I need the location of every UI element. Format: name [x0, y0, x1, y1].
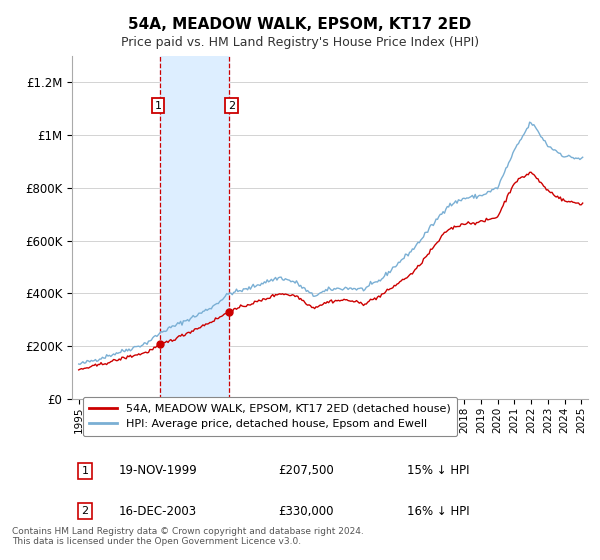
Legend: 54A, MEADOW WALK, EPSOM, KT17 2ED (detached house), HPI: Average price, detached: 54A, MEADOW WALK, EPSOM, KT17 2ED (detac… — [83, 397, 457, 436]
Bar — [160, 56, 229, 399]
Text: 1: 1 — [82, 466, 88, 476]
Text: 19-NOV-1999: 19-NOV-1999 — [118, 464, 197, 477]
Text: 16% ↓ HPI: 16% ↓ HPI — [407, 505, 470, 518]
Text: 2: 2 — [82, 506, 88, 516]
Text: 2: 2 — [228, 101, 235, 111]
Text: Price paid vs. HM Land Registry's House Price Index (HPI): Price paid vs. HM Land Registry's House … — [121, 36, 479, 49]
Text: £207,500: £207,500 — [278, 464, 334, 477]
Text: 15% ↓ HPI: 15% ↓ HPI — [407, 464, 470, 477]
Text: £330,000: £330,000 — [278, 505, 334, 518]
Text: 54A, MEADOW WALK, EPSOM, KT17 2ED: 54A, MEADOW WALK, EPSOM, KT17 2ED — [128, 17, 472, 32]
Text: 1: 1 — [154, 101, 161, 111]
Text: Contains HM Land Registry data © Crown copyright and database right 2024.
This d: Contains HM Land Registry data © Crown c… — [12, 526, 364, 546]
Text: 16-DEC-2003: 16-DEC-2003 — [118, 505, 197, 518]
